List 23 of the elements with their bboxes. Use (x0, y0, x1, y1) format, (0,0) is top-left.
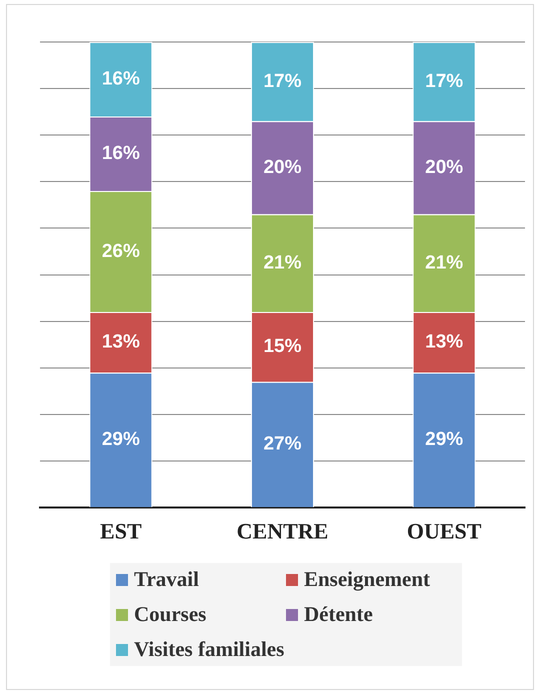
data-label: 20% (425, 156, 464, 178)
data-label: 17% (263, 70, 302, 92)
data-label: 21% (263, 252, 302, 274)
data-label: 13% (425, 332, 464, 353)
x-tick-label: EST (100, 518, 142, 544)
legend-label: Courses (134, 602, 206, 627)
data-label: 20% (263, 156, 302, 178)
data-label: 16% (102, 68, 140, 90)
data-label: 29% (425, 429, 464, 450)
legend-label: Visites familiales (134, 637, 284, 662)
data-label: 16% (102, 142, 140, 164)
data-label: 13% (102, 332, 140, 353)
data-label: 21% (425, 252, 464, 274)
data-label: 15% (263, 336, 302, 358)
data-label: 29% (102, 429, 140, 450)
data-label: 27% (263, 434, 302, 455)
x-tick-label: OUEST (406, 518, 482, 544)
legend-label: Enseignement (304, 567, 430, 592)
data-label: 17% (425, 70, 464, 92)
x-tick-label: CENTRE (236, 518, 328, 544)
legend-label: Détente (304, 602, 373, 627)
legend-label: Travail (134, 567, 199, 592)
data-label: 26% (102, 240, 140, 262)
